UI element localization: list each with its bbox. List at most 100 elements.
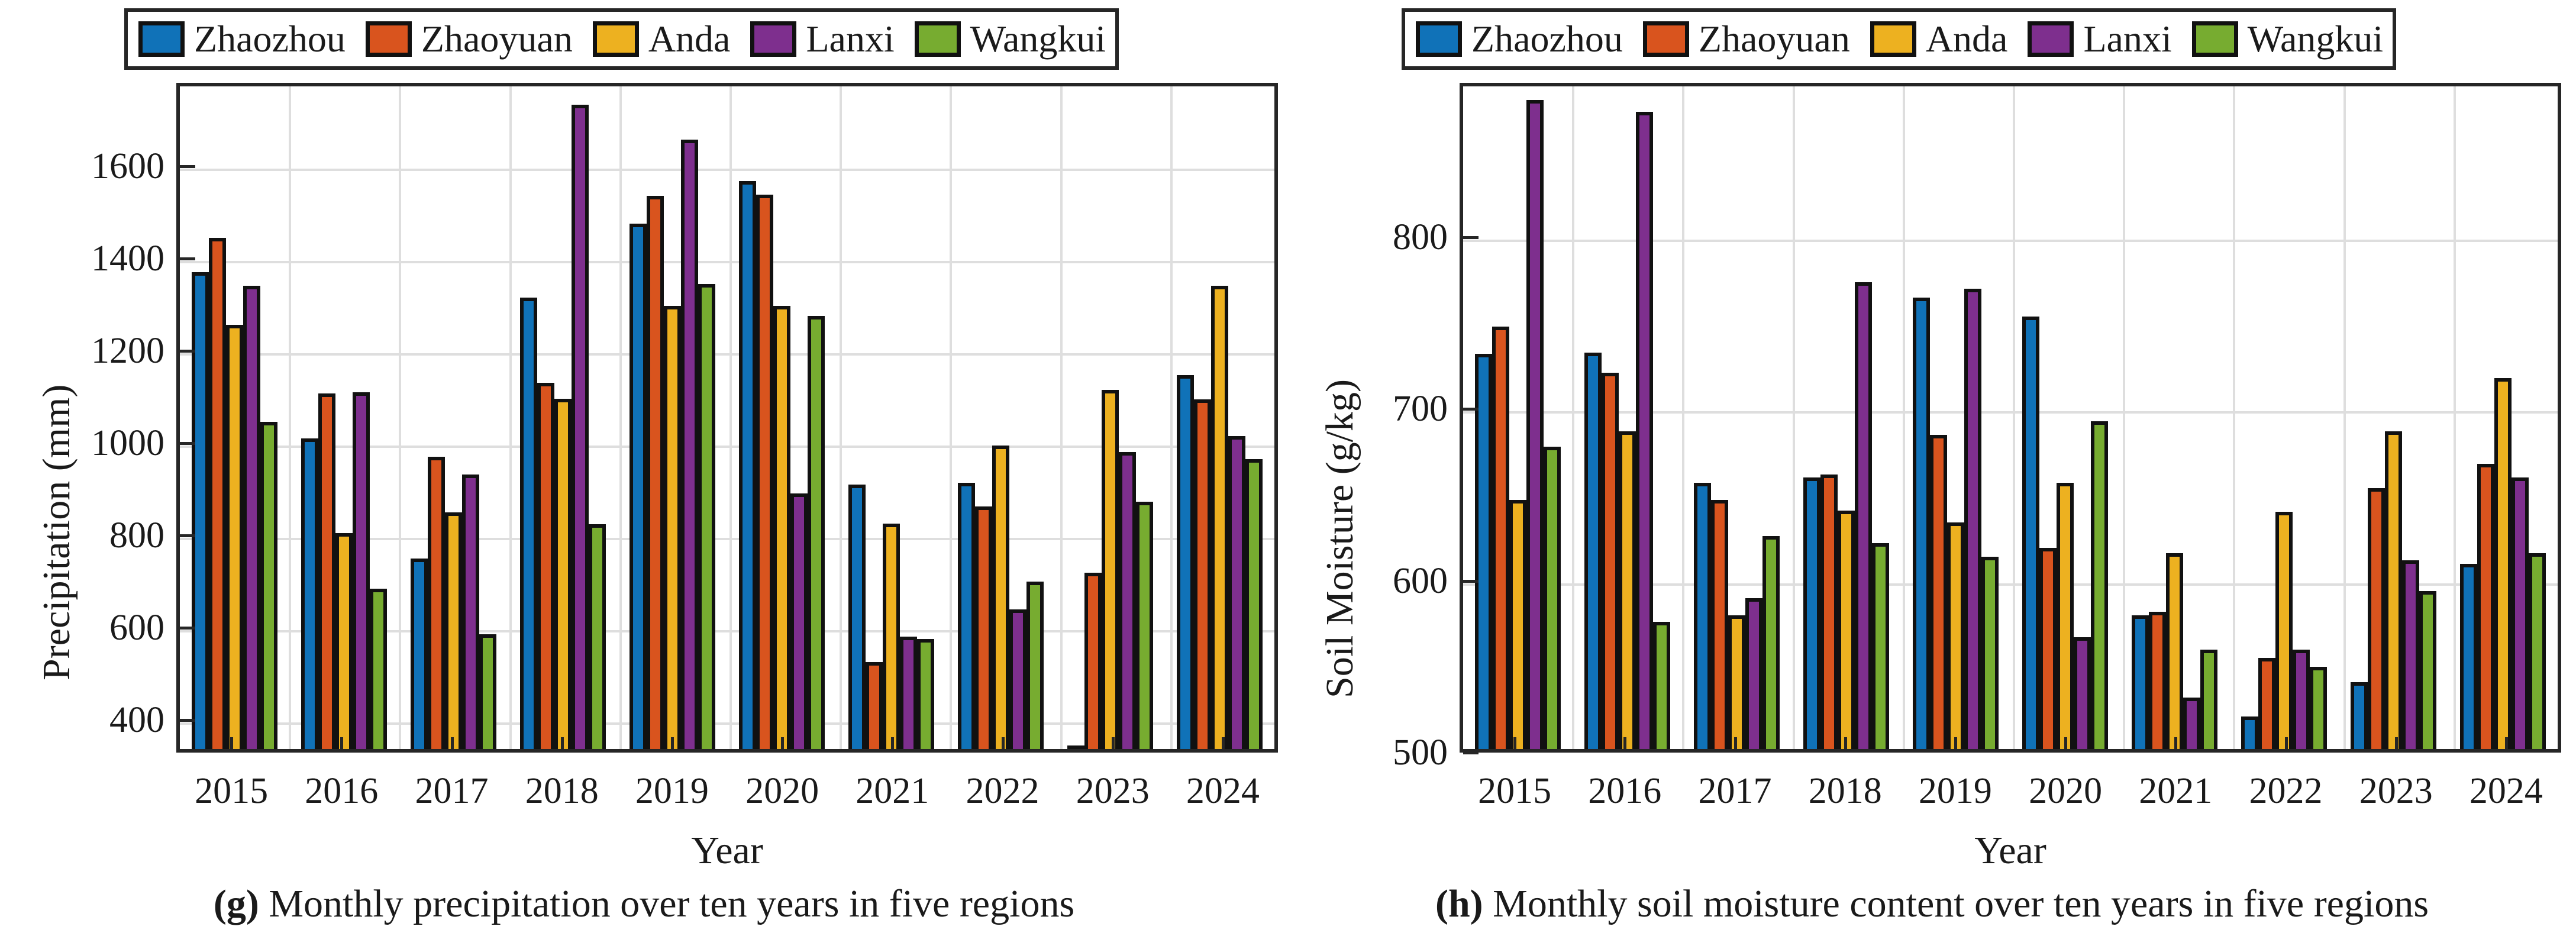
bar-zhaozhou-2019[interactable] bbox=[1913, 297, 1931, 749]
bar-wangkui-2017[interactable] bbox=[1762, 536, 1780, 749]
bar-zhaoyuan-2015[interactable] bbox=[1492, 326, 1510, 749]
bar-anda-2023[interactable] bbox=[1102, 390, 1119, 749]
legend-item-zhaozhou[interactable]: Zhaozhou bbox=[1416, 20, 1643, 58]
bar-zhaoyuan-2024[interactable] bbox=[1194, 399, 1212, 749]
bar-lanxi-2015[interactable] bbox=[1526, 99, 1544, 749]
bar-anda-2020[interactable] bbox=[2057, 483, 2074, 749]
bar-lanxi-2017[interactable] bbox=[461, 474, 479, 749]
bar-anda-2019[interactable] bbox=[1947, 522, 1964, 749]
bar-wangkui-2024[interactable] bbox=[1245, 459, 1263, 749]
bar-anda-2019[interactable] bbox=[664, 305, 681, 749]
bar-zhaozhou-2022[interactable] bbox=[2241, 716, 2259, 749]
bar-zhaoyuan-2020[interactable] bbox=[2039, 548, 2057, 749]
bar-lanxi-2023[interactable] bbox=[1118, 452, 1136, 749]
bar-zhaoyuan-2019[interactable] bbox=[1930, 434, 1948, 749]
bar-anda-2018[interactable] bbox=[1838, 510, 1855, 749]
bar-wangkui-2016[interactable] bbox=[1652, 622, 1670, 749]
bar-lanxi-2020[interactable] bbox=[790, 493, 808, 749]
bar-lanxi-2024[interactable] bbox=[2511, 477, 2529, 749]
bar-zhaoyuan-2022[interactable] bbox=[975, 506, 993, 749]
bar-wangkui-2019[interactable] bbox=[1981, 556, 1999, 749]
legend-item-wangkui[interactable]: Wangkui bbox=[914, 20, 1109, 58]
bar-anda-2015[interactable] bbox=[226, 325, 243, 749]
bar-zhaoyuan-2022[interactable] bbox=[2258, 658, 2276, 749]
bar-zhaozhou-2017[interactable] bbox=[1694, 483, 1712, 749]
bar-zhaozhou-2018[interactable] bbox=[520, 298, 538, 749]
bar-wangkui-2018[interactable] bbox=[588, 524, 606, 749]
bar-zhaoyuan-2021[interactable] bbox=[866, 662, 883, 749]
bar-lanxi-2017[interactable] bbox=[1745, 598, 1762, 749]
bar-wangkui-2021[interactable] bbox=[916, 639, 934, 749]
bar-zhaoyuan-2018[interactable] bbox=[1820, 474, 1838, 749]
bar-wangkui-2015[interactable] bbox=[260, 422, 277, 749]
bar-lanxi-2021[interactable] bbox=[899, 637, 917, 749]
bar-lanxi-2015[interactable] bbox=[243, 285, 260, 749]
bar-lanxi-2024[interactable] bbox=[1228, 436, 1245, 749]
bar-lanxi-2018[interactable] bbox=[1854, 282, 1872, 749]
bar-lanxi-2022[interactable] bbox=[1009, 609, 1026, 749]
bar-zhaoyuan-2021[interactable] bbox=[2149, 611, 2167, 749]
legend-item-wangkui[interactable]: Wangkui bbox=[2191, 20, 2387, 58]
bar-zhaoyuan-2016[interactable] bbox=[318, 393, 336, 749]
bar-lanxi-2022[interactable] bbox=[2292, 649, 2310, 749]
bar-anda-2017[interactable] bbox=[445, 512, 462, 749]
bar-zhaozhou-2015[interactable] bbox=[192, 272, 209, 749]
bar-lanxi-2020[interactable] bbox=[2073, 637, 2091, 749]
bar-zhaozhou-2021[interactable] bbox=[2132, 615, 2149, 749]
bar-zhaozhou-2020[interactable] bbox=[2022, 316, 2040, 749]
legend-item-anda[interactable]: Anda bbox=[592, 20, 751, 58]
bar-zhaoyuan-2020[interactable] bbox=[756, 195, 774, 749]
bar-wangkui-2018[interactable] bbox=[1871, 543, 1889, 749]
bar-zhaozhou-2016[interactable] bbox=[1584, 352, 1602, 749]
bar-zhaozhou-2023[interactable] bbox=[1067, 745, 1085, 749]
bar-zhaozhou-2015[interactable] bbox=[1475, 354, 1493, 749]
bar-anda-2024[interactable] bbox=[1211, 285, 1228, 749]
bar-zhaozhou-2021[interactable] bbox=[848, 484, 866, 749]
bar-wangkui-2017[interactable] bbox=[479, 634, 496, 749]
legend-item-zhaozhou[interactable]: Zhaozhou bbox=[138, 20, 366, 58]
bar-zhaoyuan-2017[interactable] bbox=[1711, 500, 1729, 749]
bar-anda-2022[interactable] bbox=[992, 446, 1009, 749]
bar-lanxi-2021[interactable] bbox=[2183, 697, 2200, 749]
bar-zhaoyuan-2019[interactable] bbox=[647, 195, 664, 749]
bar-wangkui-2023[interactable] bbox=[2419, 590, 2436, 749]
bar-zhaoyuan-2017[interactable] bbox=[428, 456, 446, 749]
bar-wangkui-2020[interactable] bbox=[807, 315, 825, 749]
bar-anda-2018[interactable] bbox=[554, 399, 572, 749]
bar-zhaoyuan-2023[interactable] bbox=[1084, 572, 1102, 749]
legend-item-zhaoyuan[interactable]: Zhaoyuan bbox=[1642, 20, 1870, 58]
bar-lanxi-2019[interactable] bbox=[680, 139, 698, 749]
bar-anda-2020[interactable] bbox=[773, 305, 790, 749]
bar-anda-2017[interactable] bbox=[1728, 615, 1745, 749]
bar-lanxi-2023[interactable] bbox=[2401, 560, 2419, 749]
bar-zhaozhou-2019[interactable] bbox=[630, 224, 647, 749]
bar-zhaoyuan-2023[interactable] bbox=[2368, 488, 2385, 749]
bar-wangkui-2023[interactable] bbox=[1135, 502, 1153, 749]
bar-lanxi-2019[interactable] bbox=[1964, 289, 1981, 749]
bar-zhaoyuan-2018[interactable] bbox=[537, 382, 555, 749]
bar-wangkui-2024[interactable] bbox=[2528, 553, 2546, 749]
bar-wangkui-2020[interactable] bbox=[2090, 421, 2108, 749]
bar-zhaozhou-2022[interactable] bbox=[958, 483, 976, 749]
bar-wangkui-2015[interactable] bbox=[1543, 447, 1561, 749]
bar-anda-2015[interactable] bbox=[1509, 500, 1526, 749]
bar-wangkui-2022[interactable] bbox=[2309, 666, 2327, 749]
bar-anda-2024[interactable] bbox=[2494, 378, 2512, 749]
bar-anda-2021[interactable] bbox=[883, 524, 900, 749]
bar-anda-2016[interactable] bbox=[335, 532, 353, 749]
bar-anda-2016[interactable] bbox=[1619, 431, 1636, 749]
bar-zhaozhou-2016[interactable] bbox=[301, 438, 319, 749]
legend-item-zhaoyuan[interactable]: Zhaoyuan bbox=[365, 20, 593, 58]
bar-zhaozhou-2024[interactable] bbox=[1177, 375, 1195, 749]
bar-anda-2021[interactable] bbox=[2166, 553, 2183, 749]
legend-item-lanxi[interactable]: Lanxi bbox=[750, 20, 914, 58]
bar-wangkui-2016[interactable] bbox=[369, 589, 387, 749]
bar-zhaoyuan-2016[interactable] bbox=[1602, 373, 1619, 749]
bar-wangkui-2022[interactable] bbox=[1026, 581, 1044, 749]
bar-lanxi-2018[interactable] bbox=[571, 104, 589, 749]
bar-zhaozhou-2020[interactable] bbox=[739, 180, 757, 749]
bar-lanxi-2016[interactable] bbox=[352, 392, 370, 749]
bar-anda-2023[interactable] bbox=[2385, 431, 2402, 749]
bar-wangkui-2021[interactable] bbox=[2200, 649, 2217, 749]
bar-zhaoyuan-2015[interactable] bbox=[209, 237, 227, 749]
